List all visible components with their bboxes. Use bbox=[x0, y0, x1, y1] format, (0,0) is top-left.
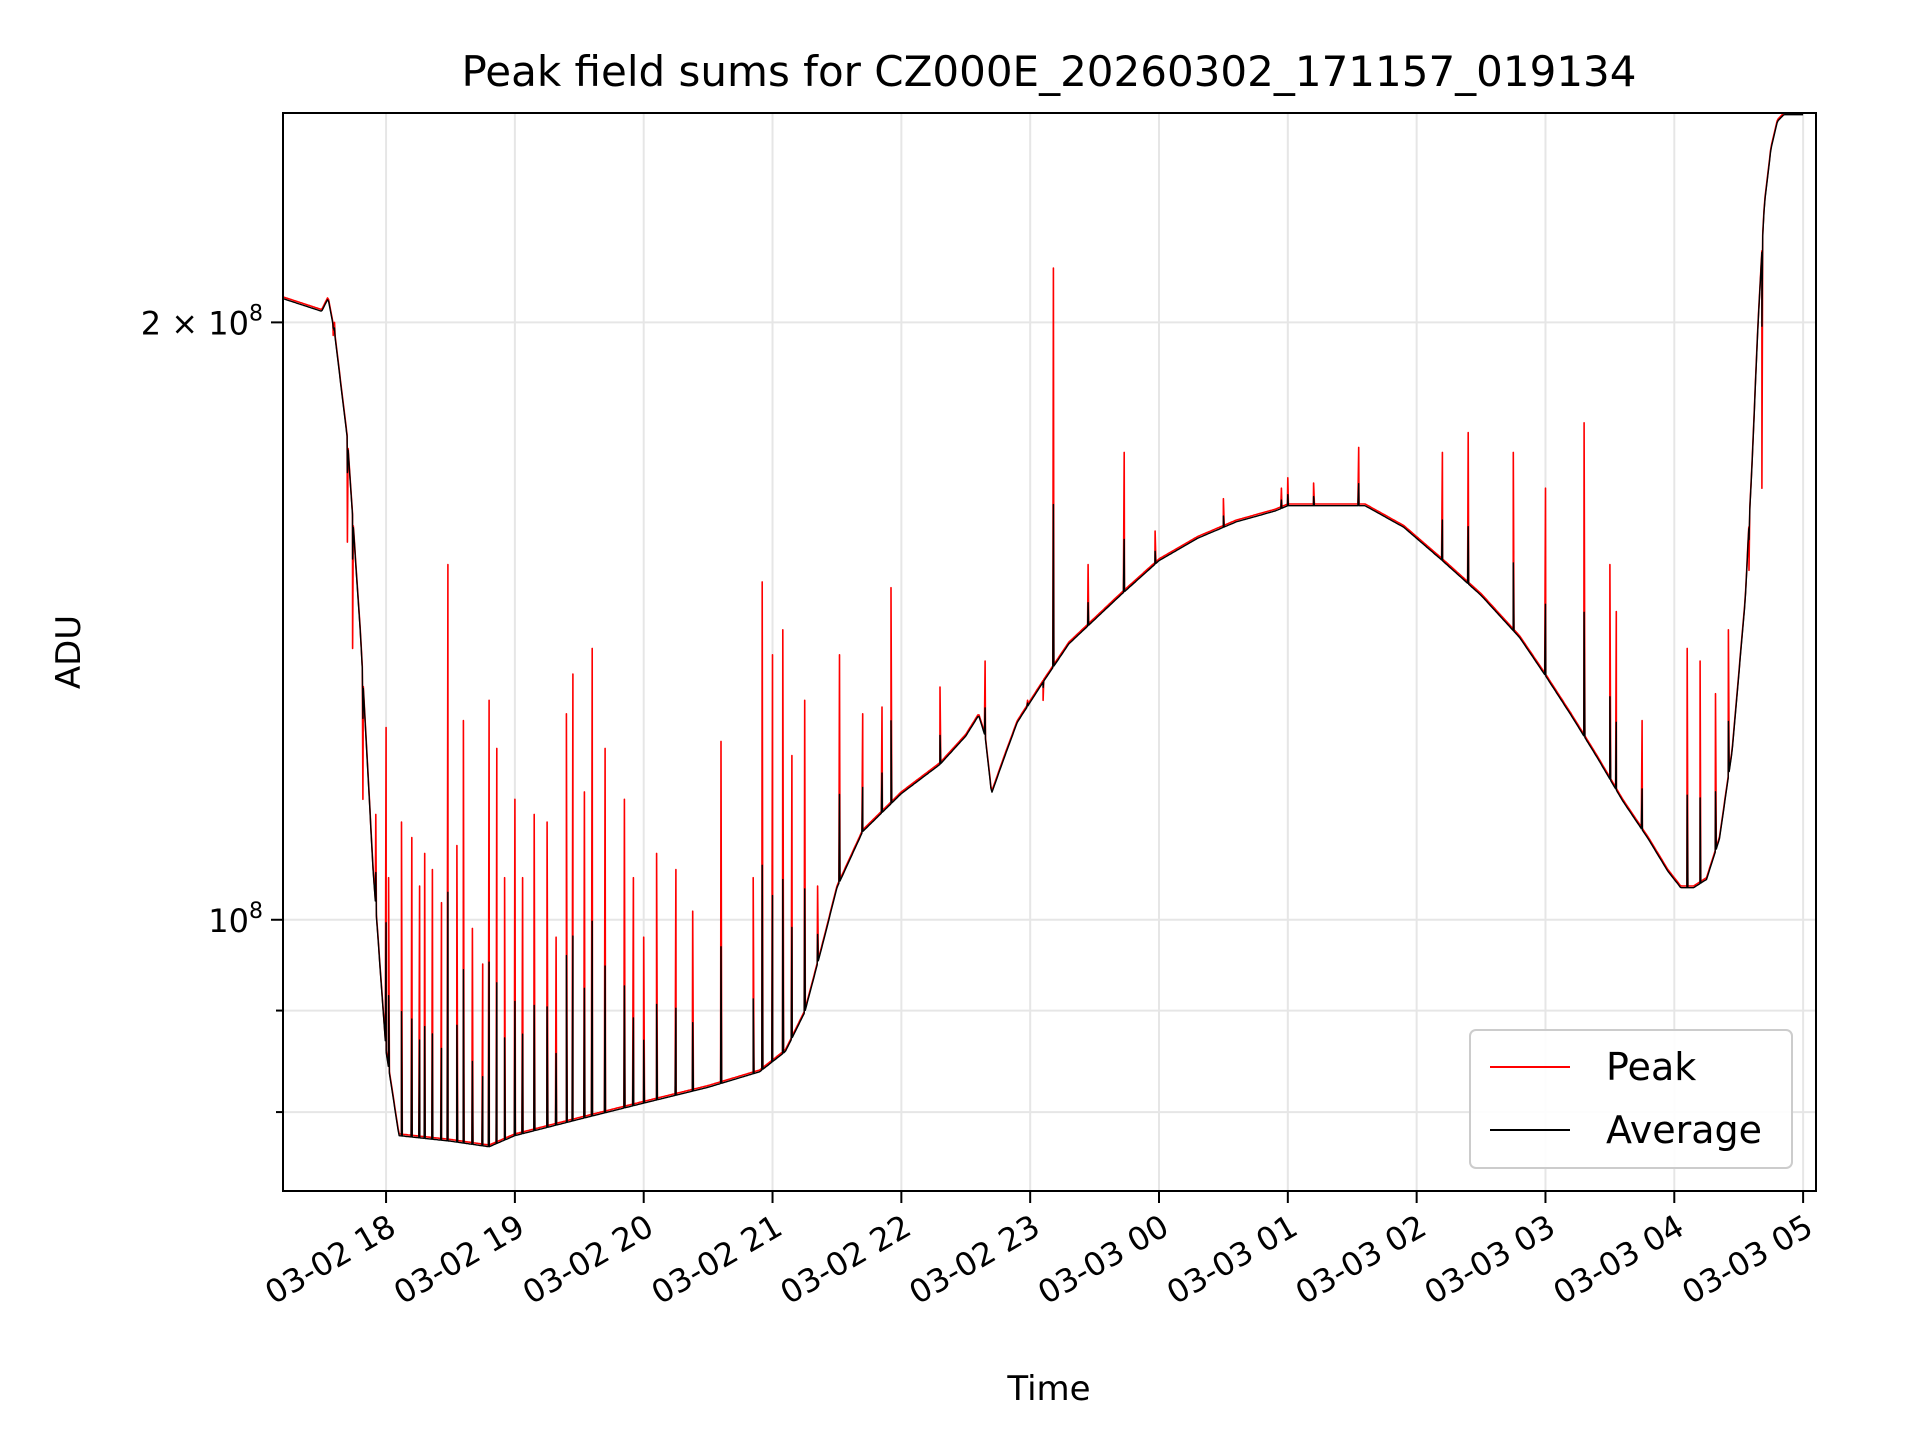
chart-title: Peak field sums for CZ000E_20260302_1711… bbox=[461, 47, 1636, 96]
legend-label-average: Average bbox=[1606, 1108, 1762, 1152]
plot-frame bbox=[282, 112, 1817, 1192]
y-axis-label: ADU bbox=[49, 615, 89, 689]
y-tick-label: 108 bbox=[208, 899, 263, 940]
series-line-average bbox=[283, 114, 1804, 1148]
y-tick-label: 2 × 108 bbox=[141, 301, 263, 342]
y-axis: 108 2 × 108 bbox=[141, 301, 283, 1114]
legend: Peak Average bbox=[1469, 1029, 1793, 1169]
x-axis-label: Time bbox=[1006, 1369, 1090, 1409]
legend-box bbox=[1469, 1029, 1793, 1169]
grid bbox=[283, 113, 1816, 1191]
legend-label-peak: Peak bbox=[1606, 1045, 1696, 1089]
plot-area bbox=[283, 113, 1804, 1148]
